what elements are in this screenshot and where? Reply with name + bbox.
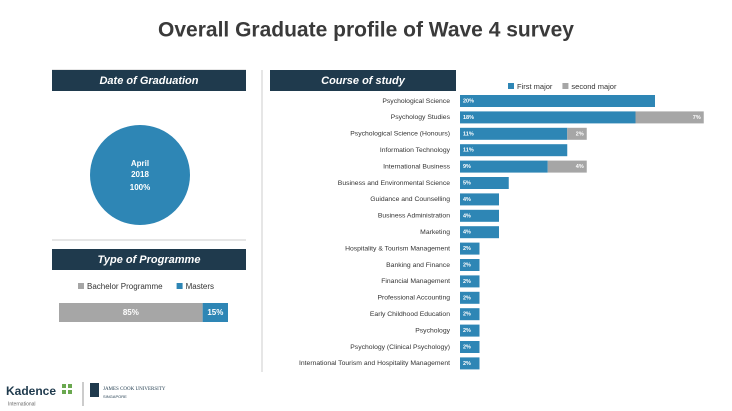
bar-segment bbox=[460, 160, 548, 173]
bar-label: 4% bbox=[463, 197, 471, 203]
bar-label: 11% bbox=[463, 148, 474, 154]
bar-label: 2% bbox=[463, 279, 471, 285]
category-label: Guidance and Counselling bbox=[370, 196, 450, 203]
bar-segment bbox=[460, 291, 480, 304]
bar-segment bbox=[460, 226, 499, 239]
category-label: Early Childhood Education bbox=[370, 311, 450, 318]
category-label: Information Technology bbox=[380, 147, 451, 154]
bar-label: 2% bbox=[463, 262, 471, 268]
bar-label: 2% bbox=[463, 328, 471, 334]
bar-segment bbox=[460, 308, 480, 321]
bar-segment bbox=[547, 160, 587, 173]
slice-value: 100% bbox=[130, 183, 150, 192]
logo-dots bbox=[62, 390, 66, 394]
bar-label: 15% bbox=[207, 308, 223, 317]
panel-title: Date of Graduation bbox=[99, 75, 198, 87]
category-label: Banking and Finance bbox=[386, 262, 450, 269]
bar-label: 2% bbox=[463, 246, 471, 252]
category-label: Business and Environmental Science bbox=[338, 180, 450, 187]
category-label: International Business bbox=[383, 163, 450, 170]
logo-dots bbox=[68, 384, 72, 388]
brand: Kadence bbox=[6, 384, 56, 398]
bar-segment bbox=[460, 324, 480, 337]
category-label: Psychology Studies bbox=[391, 114, 451, 121]
category-label: Financial Management bbox=[381, 278, 450, 285]
bar-segment bbox=[460, 259, 480, 271]
bar-segment bbox=[59, 303, 203, 322]
bar-label: 2% bbox=[463, 361, 471, 367]
legend-label: Masters bbox=[186, 282, 214, 291]
bar-segment bbox=[460, 242, 480, 255]
bar-segment bbox=[567, 127, 587, 140]
panel-header bbox=[270, 70, 456, 91]
slice-label-box: April 2018 bbox=[130, 159, 150, 179]
category-label: Psychology bbox=[415, 327, 450, 334]
bar-label: 20% bbox=[463, 98, 474, 104]
bar-segment bbox=[635, 111, 704, 124]
panel-title: Course of study bbox=[321, 75, 406, 87]
bar-label: 7% bbox=[693, 115, 701, 121]
category-label: Hospitality & Tourism Management bbox=[345, 245, 450, 252]
bar-label: 4% bbox=[576, 164, 584, 170]
legend-swatch bbox=[78, 283, 84, 289]
slice-label: April 2018 bbox=[130, 159, 150, 179]
bar-label: 2% bbox=[463, 295, 471, 301]
legend-label: First major bbox=[517, 82, 553, 91]
panel-header bbox=[52, 70, 246, 91]
bar-segment bbox=[460, 127, 568, 140]
legend-swatch bbox=[176, 283, 183, 289]
category-label: Business Administration bbox=[378, 213, 450, 220]
bar-segment bbox=[460, 95, 655, 107]
bar-label: 5% bbox=[463, 180, 471, 186]
category-label: International Tourism and Hospitality Ma… bbox=[299, 360, 450, 367]
bar-label: 85% bbox=[123, 308, 139, 317]
logo-dots bbox=[62, 384, 66, 388]
bar-segment bbox=[460, 193, 499, 206]
crest bbox=[90, 383, 99, 397]
bar-segment bbox=[460, 341, 480, 353]
bar-label: 11% bbox=[463, 131, 474, 137]
legend-label: Bachelor Programme bbox=[87, 282, 163, 291]
category-label: Professional Accounting bbox=[377, 295, 450, 302]
bar-label: 4% bbox=[463, 213, 471, 219]
university-sub: SINGAPORE bbox=[103, 394, 127, 399]
bar-label: 2% bbox=[576, 131, 584, 137]
legend-swatch bbox=[508, 83, 514, 89]
category-label: Psychological Science bbox=[382, 98, 450, 105]
bar-segment bbox=[460, 111, 636, 124]
bar-segment bbox=[460, 275, 480, 288]
bar-segment bbox=[460, 177, 509, 189]
bar-label: 2% bbox=[463, 312, 471, 318]
brand-sub: International bbox=[8, 401, 36, 407]
legend-label: second major bbox=[571, 82, 617, 91]
category-label: Psychological Science (Honours) bbox=[350, 131, 450, 138]
bar-segment bbox=[460, 209, 499, 222]
slide-title: Overall Graduate profile of Wave 4 surve… bbox=[158, 19, 574, 42]
bar-segment bbox=[460, 357, 480, 370]
category-label: Psychology (Clinical Psychology) bbox=[350, 344, 450, 351]
bar-label: 4% bbox=[463, 230, 471, 236]
category-label: Marketing bbox=[420, 229, 450, 236]
legend-swatch bbox=[562, 83, 569, 89]
panel-header bbox=[52, 249, 246, 270]
logo-dots bbox=[68, 390, 72, 394]
university: JAMES COOK UNIVERSITY bbox=[103, 387, 166, 392]
pie-slice bbox=[90, 125, 190, 225]
bar-label: 2% bbox=[463, 344, 471, 350]
bar-segment bbox=[202, 303, 228, 322]
bar-segment bbox=[460, 144, 568, 157]
bar-label: 9% bbox=[463, 164, 471, 170]
bar-label: 18% bbox=[463, 115, 474, 121]
panel-title: Type of Programme bbox=[98, 254, 201, 266]
